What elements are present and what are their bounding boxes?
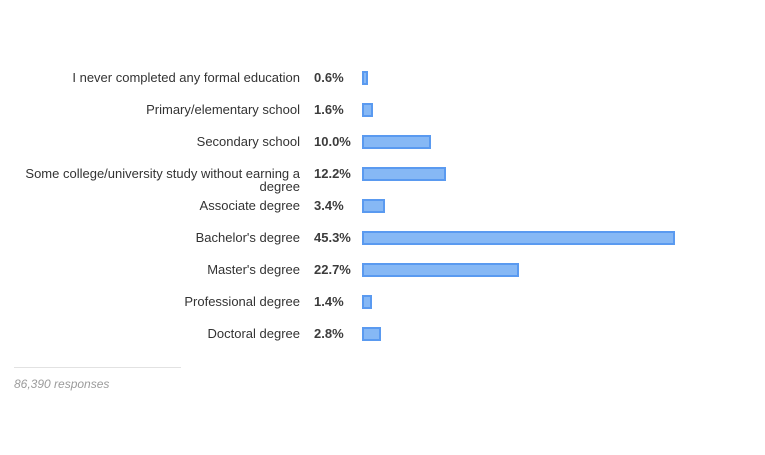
category-label: Secondary school xyxy=(196,134,300,149)
bar xyxy=(362,263,519,277)
bar xyxy=(362,295,372,309)
category-label: I never completed any formal education xyxy=(72,70,300,85)
bar xyxy=(362,135,431,149)
category-label: Professional degree xyxy=(184,294,300,309)
value-label: 1.6% xyxy=(314,102,344,117)
bar xyxy=(362,199,386,213)
value-label: 0.6% xyxy=(314,70,344,85)
value-label: 45.3% xyxy=(314,230,351,245)
response-count: 86,390 responses xyxy=(14,377,110,391)
value-label: 12.2% xyxy=(314,166,351,181)
category-label: Bachelor's degree xyxy=(195,230,300,245)
bar xyxy=(362,327,382,341)
value-label: 2.8% xyxy=(314,326,344,341)
category-label: Doctoral degree xyxy=(207,326,301,341)
footer-divider xyxy=(14,367,181,368)
value-label: 3.4% xyxy=(314,198,344,213)
value-label: 1.4% xyxy=(314,294,344,309)
bar xyxy=(362,71,368,85)
category-label: Associate degree xyxy=(199,198,300,213)
bar xyxy=(362,167,447,181)
category-label: Some college/university study without ea… xyxy=(25,166,300,194)
category-label: Primary/elementary school xyxy=(146,102,300,117)
bar xyxy=(362,231,675,245)
bar xyxy=(362,103,374,117)
value-label: 22.7% xyxy=(314,262,351,277)
value-label: 10.0% xyxy=(314,134,351,149)
category-label: Master's degree xyxy=(207,262,300,277)
